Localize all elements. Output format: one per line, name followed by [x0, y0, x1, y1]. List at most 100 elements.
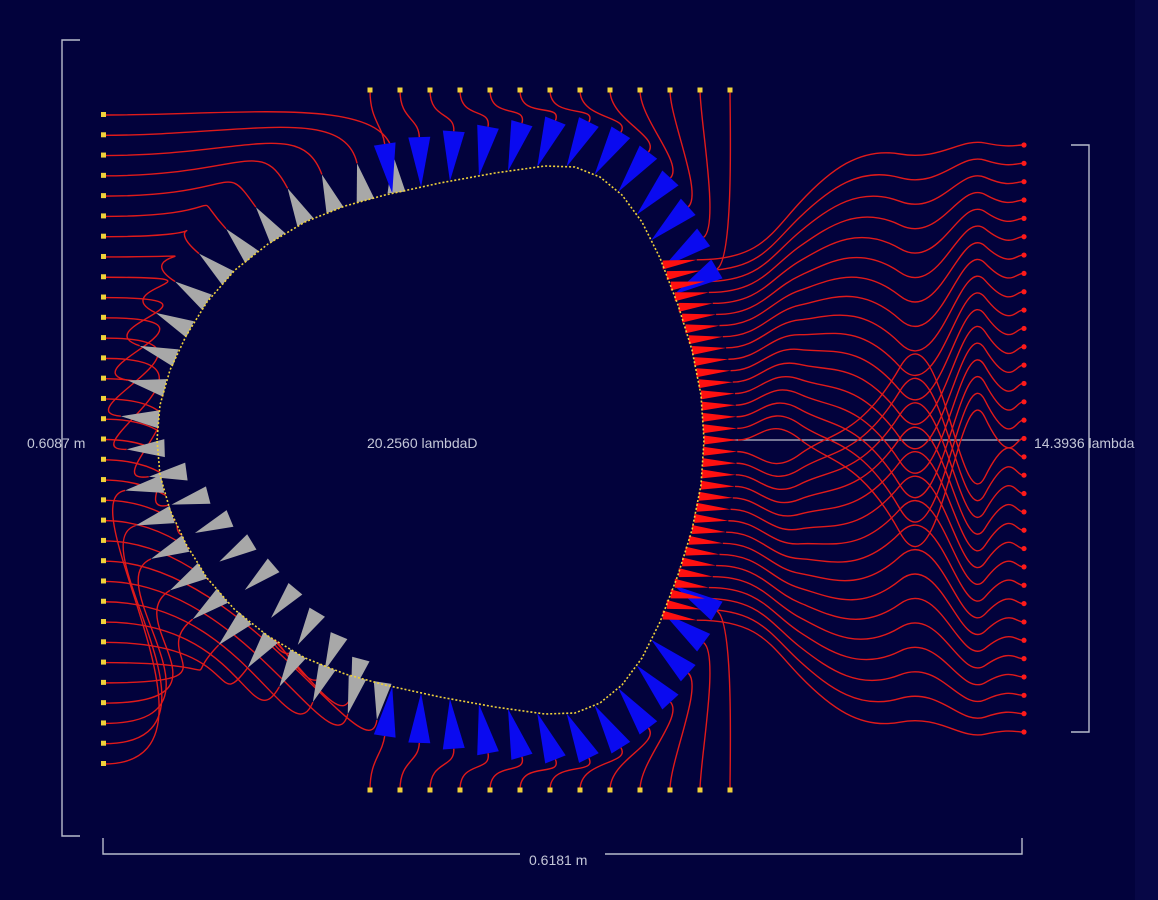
left-element-triangle [120, 410, 160, 429]
top-element-triangle [537, 116, 566, 168]
right-element-triangle [666, 270, 701, 281]
top-port [667, 87, 673, 93]
right-trace [730, 475, 1024, 569]
right-element-triangle [703, 424, 738, 434]
right-trace [700, 608, 1024, 719]
right-trace [732, 325, 1024, 425]
right-element-triangle [703, 446, 738, 456]
left-element-triangle [297, 607, 325, 645]
left-trace [103, 589, 174, 704]
left-element-triangle [194, 510, 234, 533]
right-port [1021, 179, 1027, 185]
right-element-triangle [674, 292, 709, 302]
bottom-element-triangle [408, 692, 431, 744]
ports [101, 87, 1027, 793]
left-element-triangle [321, 174, 344, 214]
left-port [101, 598, 106, 604]
right-trace [696, 141, 1024, 261]
top-port [697, 87, 703, 93]
bottom-trace [699, 642, 711, 791]
bottom-port [727, 787, 733, 793]
bottom-port [577, 787, 583, 793]
bottom-port [367, 787, 373, 793]
top-trace [489, 89, 524, 124]
right-port [1021, 289, 1027, 295]
bottom-port [457, 787, 463, 793]
left-port [101, 700, 106, 706]
top-element-triangle [663, 228, 711, 268]
right-trace [719, 242, 1024, 327]
top-element-triangle [373, 142, 396, 194]
right-element-triangle [704, 435, 738, 445]
left-element-triangle [171, 486, 211, 505]
element-triangles [120, 116, 738, 764]
left-element-triangle [226, 228, 259, 263]
right-trace [737, 392, 1024, 523]
right-element-triangle [694, 357, 729, 367]
left-port [101, 558, 106, 564]
output-port-span-label: 14.3936 lambda [1034, 435, 1135, 451]
left-port [101, 679, 106, 685]
left-trace [103, 540, 352, 707]
top-trace [399, 89, 420, 138]
right-port [1021, 490, 1027, 497]
right-element-triangle [666, 599, 701, 610]
left-port [101, 456, 106, 462]
left-element-triangle [175, 281, 212, 310]
right-port [1021, 234, 1027, 240]
top-trace [609, 89, 651, 153]
center-span-label: 20.2560 lambdaD [367, 435, 478, 451]
right-element-triangle [662, 259, 697, 270]
top-trace [429, 89, 455, 132]
left-element-triangle [155, 312, 194, 338]
right-element-triangle [662, 610, 697, 621]
right-element-triangle [696, 368, 731, 378]
top-trace [579, 89, 624, 133]
right-port [1021, 582, 1027, 588]
bottom-port [667, 787, 673, 793]
left-trace [103, 558, 167, 725]
lens-body [157, 166, 704, 714]
left-trace [103, 160, 289, 189]
right-port [1021, 564, 1027, 570]
right-element-triangle [702, 458, 737, 468]
right-trace [719, 553, 1024, 635]
left-port [101, 355, 106, 361]
right-port [1021, 729, 1027, 735]
right-trace [712, 208, 1024, 305]
left-element-triangle [127, 379, 167, 397]
right-port [1021, 344, 1027, 350]
top-port [547, 87, 553, 93]
right-trace [730, 309, 1024, 401]
top-trace [459, 89, 489, 127]
left-element-triangle [373, 681, 392, 721]
top-port [637, 87, 643, 93]
bottom-trace [399, 742, 420, 791]
right-port [1021, 270, 1027, 277]
left-element-triangle [247, 632, 278, 668]
right-element-triangle [678, 302, 713, 312]
right-element-triangle [701, 469, 736, 479]
left-element-triangle [139, 345, 179, 367]
left-port [101, 578, 106, 584]
output-span-bracket-icon [1071, 144, 1090, 733]
left-trace [103, 618, 194, 684]
bottom-trace [429, 748, 455, 791]
left-port [101, 619, 106, 625]
bottom-element-triangle [566, 713, 599, 763]
top-element-triangle [442, 130, 465, 182]
bottom-element-triangle [477, 704, 499, 756]
right-element-triangle [678, 568, 713, 578]
left-element-triangle [279, 649, 306, 687]
left-element-triangle [324, 632, 348, 671]
right-port [1021, 142, 1027, 148]
top-trace [669, 89, 693, 208]
left-trace [103, 337, 159, 417]
right-port [1021, 674, 1027, 680]
right-element-triangle [700, 480, 735, 490]
left-port [101, 233, 106, 239]
top-trace [716, 89, 732, 270]
right-element-triangle [688, 535, 723, 545]
right-trace [735, 359, 1024, 474]
bottom-port [547, 787, 553, 793]
